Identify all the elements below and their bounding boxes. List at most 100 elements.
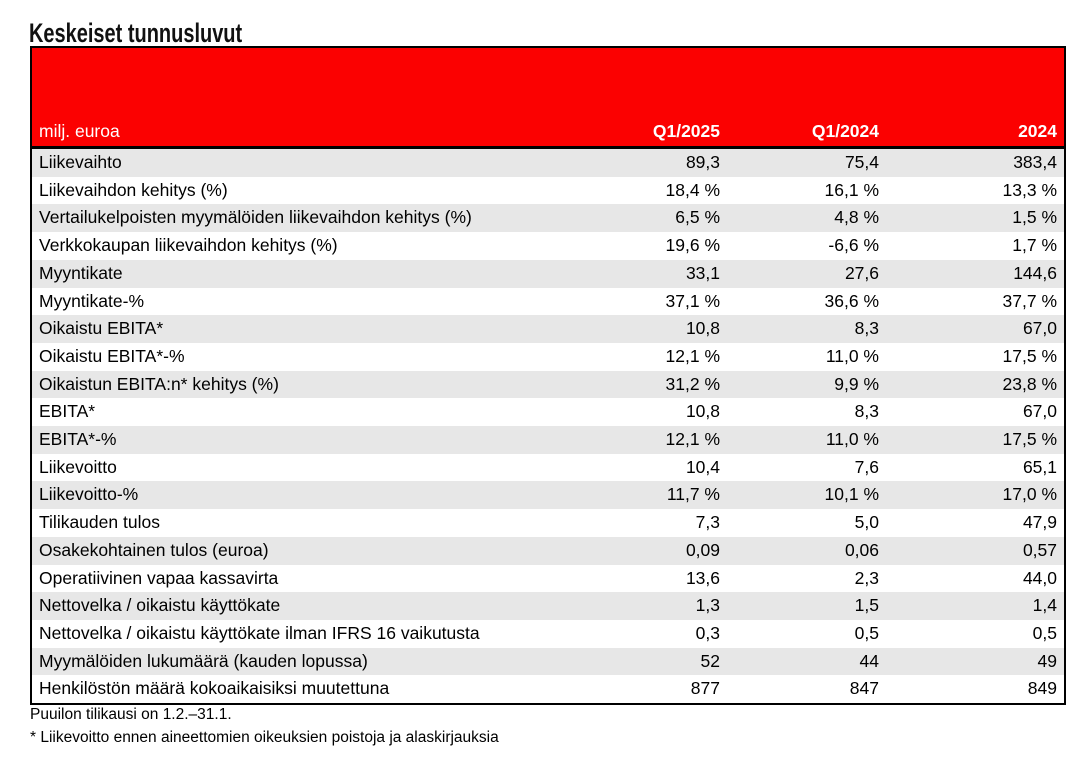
row-label: Tilikauden tulos: [39, 512, 160, 533]
row-label: Liikevaihto: [39, 152, 122, 172]
table-row: Myyntikate-% 37,1 % 36,6 % 37,7 %: [31, 287, 1065, 316]
table-row: Oikaistu EBITA* 10,8 8,3 67,0: [31, 315, 1065, 343]
row-label: Nettovelka / oikaistu käyttökate ilman I…: [39, 622, 480, 643]
cell-value: 13,6: [685, 567, 720, 588]
footnote-ebita-definition: * Liikevoitto ennen aineettomien oikeuks…: [30, 729, 499, 746]
cell-value: 27,6: [844, 262, 879, 283]
cell-value: 877: [690, 678, 720, 699]
cell-value: 7,3: [695, 512, 720, 533]
cell-value: 37,7 %: [1002, 290, 1057, 311]
cell-value: 0,09: [685, 539, 720, 560]
cell-value: 10,1 %: [824, 484, 879, 505]
row-label: Oikaistun EBITA:n* kehitys (%): [39, 373, 279, 394]
cell-value: 17,0 %: [1002, 484, 1057, 505]
column-header-2024: 2024: [879, 47, 1065, 149]
cell-value: 847: [849, 678, 879, 699]
cell-value: 31,2 %: [665, 373, 720, 394]
page-title: Keskeiset tunnusluvut: [29, 18, 243, 49]
cell-value: 33,1: [685, 262, 720, 283]
cell-value: 0,57: [1022, 539, 1057, 560]
cell-value: 9,9 %: [834, 373, 879, 394]
row-label: Henkilöstön määrä kokoaikaisiksi muutett…: [39, 678, 390, 699]
row-label: Oikaistu EBITA*: [39, 318, 164, 339]
cell-value: 10,8: [685, 401, 720, 422]
row-label: Verkkokaupan liikevaihdon kehitys (%): [39, 235, 338, 256]
table-row: Nettovelka / oikaistu käyttökate 1,3 1,5…: [31, 592, 1065, 620]
cell-value: 1,4: [1032, 595, 1057, 616]
unit-label-cell: milj. euroa: [31, 47, 555, 149]
table-row: Liikevoitto-% 11,7 % 10,1 % 17,0 %: [31, 481, 1065, 510]
row-label: Oikaistu EBITA*-%: [39, 345, 185, 366]
cell-value: 0,06: [844, 539, 879, 560]
cell-value: 12,1 %: [665, 429, 720, 450]
cell-value: 849: [1027, 678, 1057, 699]
cell-value: 12,1 %: [665, 345, 720, 366]
cell-value: 1,7 %: [1012, 235, 1057, 256]
cell-value: 10,8: [685, 318, 720, 339]
cell-value: 10,4: [685, 456, 720, 477]
table-row: Tilikauden tulos 7,3 5,0 47,9: [31, 509, 1065, 537]
row-label: Operatiivinen vapaa kassavirta: [39, 567, 279, 588]
cell-value: -6,6 %: [828, 235, 879, 256]
cell-value: 75,4: [844, 152, 879, 172]
table-header-row: milj. euroa Q1/2025 Q1/2024 2024: [31, 47, 1065, 149]
row-label: Osakekohtainen tulos (euroa): [39, 539, 269, 560]
cell-value: 1,5 %: [1012, 207, 1057, 228]
row-label: Nettovelka / oikaistu käyttökate: [39, 595, 281, 616]
table-row: Oikaistu EBITA*-% 12,1 % 11,0 % 17,5 %: [31, 342, 1065, 371]
cell-value: 47,9: [1022, 512, 1057, 533]
cell-value: 19,6 %: [665, 235, 720, 256]
cell-value: 67,0: [1022, 318, 1057, 339]
cell-value: 44: [859, 650, 879, 671]
table-row: Verkkokaupan liikevaihdon kehitys (%) 19…: [31, 232, 1065, 260]
cell-value: 1,3: [695, 595, 720, 616]
column-header-q1-2024: Q1/2024: [720, 47, 879, 149]
table-row: Henkilöstön määrä kokoaikaisiksi muutett…: [31, 675, 1065, 705]
row-label: Liikevaihdon kehitys (%): [39, 179, 228, 200]
cell-value: 17,5 %: [1002, 345, 1057, 366]
cell-value: 44,0: [1022, 567, 1057, 588]
cell-value: 383,4: [1013, 152, 1057, 172]
cell-value: 1,5: [854, 595, 879, 616]
cell-value: 0,5: [1032, 622, 1057, 643]
cell-value: 11,0 %: [825, 429, 879, 450]
column-header-q1-2025: Q1/2025: [555, 47, 720, 149]
footnote-fiscal-year: Puuilon tilikausi on 1.2.–31.1.: [30, 706, 232, 723]
row-label: Myyntikate-%: [39, 290, 145, 311]
cell-value: 8,3: [854, 401, 879, 422]
cell-value: 67,0: [1022, 401, 1057, 422]
key-figures-table: milj. euroa Q1/2025 Q1/2024 2024 Liikeva…: [30, 46, 1066, 706]
table-body: Liikevaihto 89,3 75,4 383,4 Liikevaihdon…: [31, 147, 1065, 705]
table-row: EBITA* 10,8 8,3 67,0: [31, 398, 1065, 427]
cell-value: 65,1: [1022, 456, 1057, 477]
cell-value: 13,3 %: [1002, 179, 1057, 200]
cell-value: 0,5: [854, 622, 879, 643]
table-row: Operatiivinen vapaa kassavirta 13,6 2,3 …: [31, 564, 1065, 593]
table-row: Nettovelka / oikaistu käyttökate ilman I…: [31, 619, 1065, 648]
row-label: Liikevoitto-%: [39, 484, 139, 505]
cell-value: 6,5 %: [675, 207, 720, 228]
footnotes: Puuilon tilikausi on 1.2.–31.1. * Liikev…: [30, 703, 499, 749]
row-label: Liikevoitto: [39, 456, 117, 477]
row-label: Vertailukelpoisten myymälöiden liikevaih…: [39, 207, 472, 228]
cell-value: 37,1 %: [665, 290, 720, 311]
cell-value: 36,6 %: [824, 290, 879, 311]
cell-value: 5,0: [854, 512, 879, 533]
table-row: EBITA*-% 12,1 % 11,0 % 17,5 %: [31, 426, 1065, 454]
cell-value: 4,8 %: [834, 207, 879, 228]
table-row: Liikevoitto 10,4 7,6 65,1: [31, 453, 1065, 482]
cell-value: 2,3: [854, 567, 879, 588]
cell-value: 18,4 %: [665, 179, 720, 200]
cell-value: 7,6: [854, 456, 879, 477]
table-row: Myyntikate 33,1 27,6 144,6: [31, 259, 1065, 288]
cell-value: 144,6: [1013, 262, 1057, 283]
cell-value: 52: [700, 650, 720, 671]
row-label: EBITA*: [39, 401, 96, 422]
row-label: Myymälöiden lukumäärä (kauden lopussa): [39, 650, 368, 671]
key-figures-table-container: milj. euroa Q1/2025 Q1/2024 2024 Liikeva…: [30, 46, 1066, 706]
row-label: EBITA*-%: [39, 429, 117, 450]
cell-value: 89,3: [685, 152, 720, 172]
table-row: Myymälöiden lukumäärä (kauden lopussa) 5…: [31, 647, 1065, 676]
cell-value: 17,5 %: [1002, 429, 1057, 450]
cell-value: 23,8 %: [1002, 373, 1057, 394]
